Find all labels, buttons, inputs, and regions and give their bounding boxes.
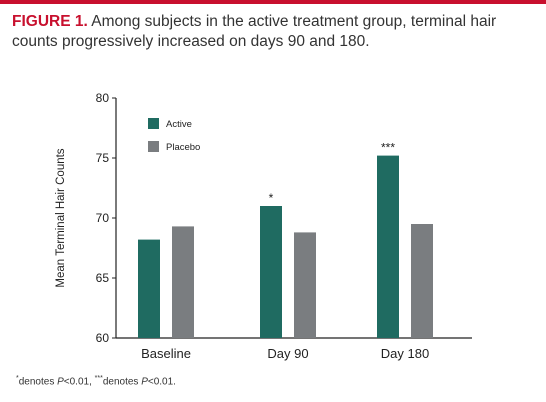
y-tick-label: 65: [96, 271, 110, 285]
x-tick-label: Baseline: [141, 346, 191, 361]
significance-marker: *: [269, 191, 274, 205]
figure-label: FIGURE 1.: [12, 13, 88, 30]
footnote-val-2: <0.01.: [147, 376, 176, 388]
legend-swatch-placebo: [148, 141, 159, 152]
y-tick-label: 75: [96, 151, 110, 165]
footnote-p-2: P: [141, 376, 148, 388]
legend-label-placebo: Placebo: [166, 142, 200, 153]
footnote-text-2: denotes: [102, 376, 142, 388]
figure-caption: FIGURE 1. Among subjects in the active t…: [12, 12, 532, 52]
bar-placebo-day-180: [411, 224, 433, 338]
caption-text: Among subjects in the active treatment g…: [12, 13, 497, 50]
y-axis-label: Mean Terminal Hair Counts: [55, 148, 67, 287]
significance-marker: ***: [381, 141, 395, 155]
footnote: *denotes P<0.01, ***denotes P<0.01.: [16, 375, 176, 387]
legend-swatch-active: [148, 118, 159, 129]
footnote-mark-1: *: [16, 375, 19, 382]
bar-placebo-baseline: [172, 226, 194, 338]
x-tick-label: Day 180: [381, 346, 429, 361]
top-rule: [0, 0, 546, 4]
y-tick-label: 80: [96, 91, 110, 105]
x-tick-label: Day 90: [267, 346, 308, 361]
y-tick-label: 60: [96, 331, 110, 345]
footnote-val-1: <0.01,: [63, 376, 95, 388]
footnote-p-1: P: [57, 376, 64, 388]
footnote-text-1: denotes: [18, 376, 58, 388]
footnote-mark-2: ***: [94, 375, 103, 382]
bar-active-baseline: [138, 239, 160, 338]
bar-active-day-180: [377, 155, 399, 338]
bar-placebo-day-90: [294, 232, 316, 338]
y-tick-label: 70: [96, 211, 110, 225]
legend-label-active: Active: [166, 119, 192, 130]
bar-active-day-90: [260, 206, 282, 338]
